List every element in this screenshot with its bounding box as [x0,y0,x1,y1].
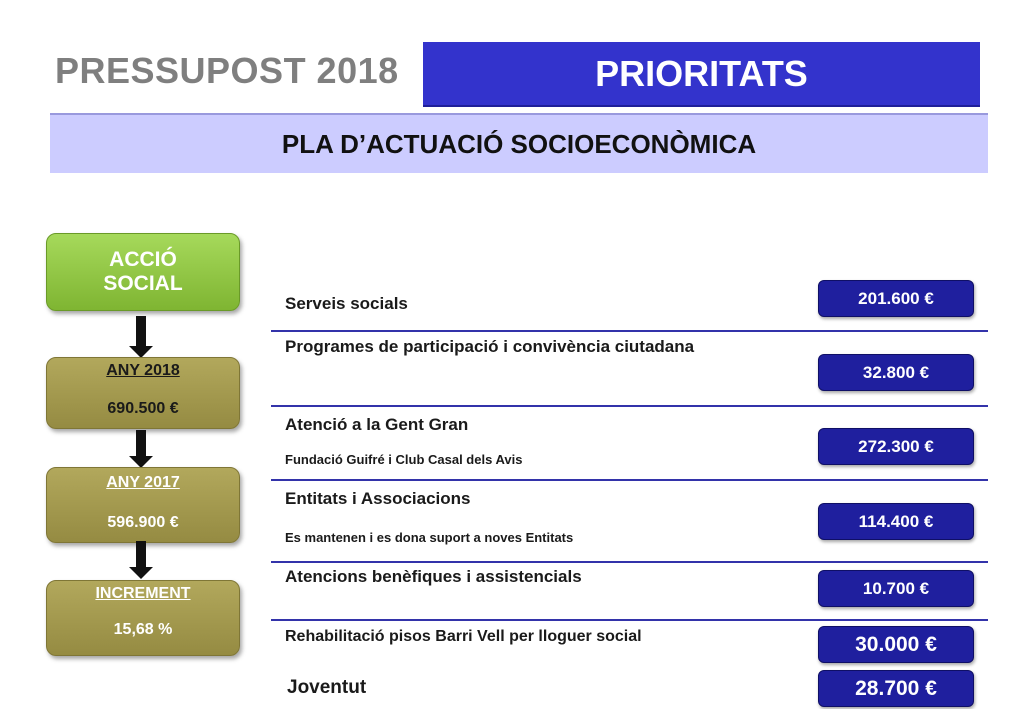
section-title: PRIORITATS [595,52,808,94]
amount-badge: 10.700 € [818,570,974,607]
increment-label: INCREMENT [95,585,191,602]
item-title: Atenció a la Gent Gran [285,415,469,434]
page-title: PRESSUPOST 2018 [55,50,399,91]
amount-badge: 28.700 € [818,670,974,707]
down-arrow-icon [129,430,153,470]
item-title: Atencions benèfiques i assistencials [285,567,582,586]
year-2018-value: 690.500 € [107,400,179,417]
item-title: Rehabilitació pisos Barri Vell per llogu… [285,628,642,645]
increment-value: 15,68 % [113,621,173,638]
category-box: ACCIÓ SOCIAL [46,233,240,311]
down-arrow-icon [129,541,153,581]
item-title: Serveis socials [285,294,408,313]
row-divider [271,405,988,407]
item-title: Entitats i Associacions [285,489,471,508]
amount-badge: 30.000 € [818,626,974,663]
amount-badge: 114.400 € [818,503,974,540]
subtitle-text: PLA D’ACTUACIÓ SOCIOECONÒMICA [281,128,757,159]
row-divider [271,619,988,621]
amount-badge: 201.600 € [818,280,974,317]
row-divider [271,561,988,563]
down-arrow-icon [129,316,153,360]
item-subtitle: Es mantenen i es dona suport a noves Ent… [285,530,574,545]
year-2018-label: ANY 2018 [106,362,180,379]
year-2017-value: 596.900 € [107,514,179,531]
amount-badge: 272.300 € [818,428,974,465]
amount-badge: 32.800 € [818,354,974,391]
item-title: Programes de participació i convivència … [285,337,695,356]
increment-box: INCREMENT 15,68 % [46,580,240,656]
item-subtitle: Fundació Guifré i Club Casal dels Avis [285,452,523,467]
year-2017-box: ANY 2017 596.900 € [46,467,240,543]
item-title: Joventut [287,677,367,698]
section-banner: PRIORITATS [423,42,980,107]
row-divider [271,479,988,481]
subtitle-banner: PLA D’ACTUACIÓ SOCIOECONÒMICA [50,113,988,173]
year-2017-label: ANY 2017 [106,474,180,491]
year-2018-box: ANY 2018 690.500 € [46,357,240,429]
row-divider [271,330,988,332]
